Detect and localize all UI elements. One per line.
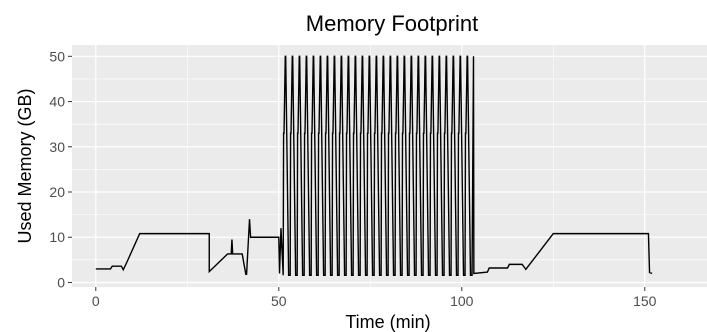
- x-axis-title: Time (min): [345, 312, 430, 332]
- y-tick-label: 20: [49, 184, 65, 200]
- y-tick-label: 50: [49, 48, 65, 64]
- y-tick-label: 10: [49, 229, 65, 245]
- x-tick-label: 100: [450, 293, 474, 309]
- x-tick-label: 0: [92, 293, 100, 309]
- y-axis-title: Used Memory (GB): [15, 88, 35, 243]
- x-tick-label: 150: [633, 293, 657, 309]
- x-tick-label: 50: [271, 293, 287, 309]
- y-tick-label: 40: [49, 94, 65, 110]
- y-tick-label: 0: [57, 274, 65, 290]
- y-tick-label: 30: [49, 139, 65, 155]
- chart-title: Memory Footprint: [306, 11, 478, 36]
